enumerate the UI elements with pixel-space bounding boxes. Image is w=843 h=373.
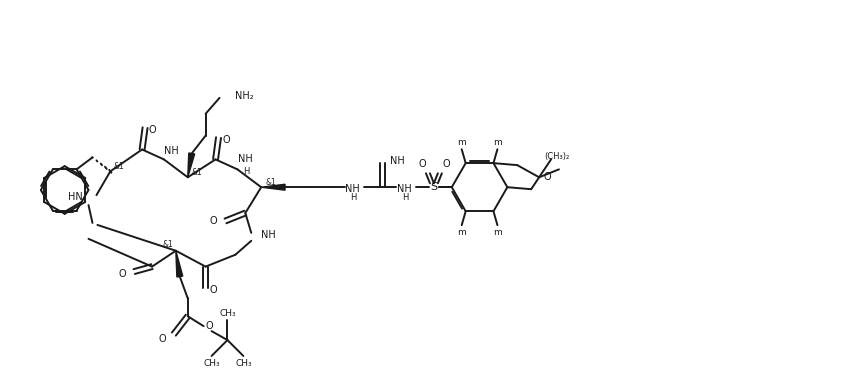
- Text: H: H: [351, 192, 357, 202]
- Text: S: S: [430, 182, 438, 192]
- Text: m: m: [493, 228, 502, 236]
- Text: O: O: [210, 216, 217, 226]
- Text: O: O: [206, 321, 213, 331]
- Text: m: m: [457, 228, 466, 236]
- Text: O: O: [543, 172, 550, 182]
- Text: O: O: [119, 269, 126, 279]
- Text: m: m: [457, 138, 466, 147]
- Text: &1: &1: [266, 178, 276, 187]
- Text: NH₂: NH₂: [235, 91, 254, 101]
- Text: O: O: [442, 159, 449, 169]
- Text: &1: &1: [113, 162, 124, 171]
- Text: NH: NH: [164, 147, 180, 157]
- Text: &1: &1: [191, 168, 202, 177]
- Text: NH: NH: [345, 184, 360, 194]
- Text: O: O: [223, 135, 230, 145]
- Text: NH: NH: [261, 230, 276, 240]
- Polygon shape: [261, 184, 285, 190]
- Text: NH: NH: [397, 184, 411, 194]
- Text: NH: NH: [390, 156, 405, 166]
- Text: O: O: [210, 285, 217, 295]
- Text: H: H: [243, 167, 250, 176]
- Text: O: O: [418, 159, 426, 169]
- Text: NH: NH: [238, 154, 253, 164]
- Text: m: m: [493, 138, 502, 147]
- Text: (CH₃)₂: (CH₃)₂: [545, 152, 570, 161]
- Text: O: O: [148, 125, 156, 135]
- Text: CH₃: CH₃: [235, 359, 252, 369]
- Polygon shape: [176, 251, 183, 277]
- Text: CH₃: CH₃: [219, 309, 236, 318]
- Text: H: H: [402, 192, 408, 202]
- Polygon shape: [188, 153, 195, 177]
- Text: &1: &1: [162, 240, 173, 249]
- Text: HN: HN: [67, 192, 83, 202]
- Text: CH₃: CH₃: [203, 359, 220, 369]
- Text: O: O: [158, 334, 166, 344]
